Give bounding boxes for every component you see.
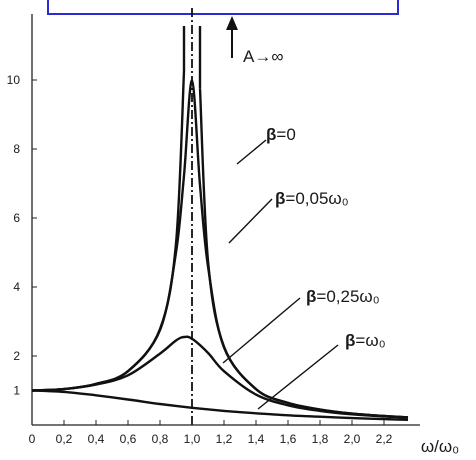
x-tick-label: 0 (29, 432, 36, 446)
curve-label-1: β=0,05ω₀ (275, 189, 349, 208)
curve-label-0: β=0 (266, 125, 296, 144)
y-tick-label: 1 (13, 384, 20, 398)
header-frame (47, 0, 399, 15)
label-leader-3 (257, 344, 339, 410)
tick-labels: 0 0,2 0,4 0,6 0,8 1,0 1,2 1,4 1,6 1,8 2,0 2,2 1 2 4 6 8 1… (7, 73, 460, 456)
x-tick-label: 1,0 (184, 432, 201, 446)
x-tick-label: 2,2 (376, 432, 393, 446)
arrow-label: A→∞ (243, 47, 283, 66)
y-tick-label: 8 (13, 142, 20, 156)
x-tick-label: 1,4 (248, 432, 265, 446)
x-tick-label: 0,4 (88, 432, 105, 446)
y-tick-label: 4 (13, 280, 20, 294)
x-tick-label: 1,8 (312, 432, 329, 446)
series-line-beta-0-left (31, 70, 186, 392)
x-tick-label: 0,2 (56, 432, 73, 446)
annotations: A→∞ β=0 β=0,05ω₀ β=0,25ω₀ β=ω₀ (222, 16, 386, 410)
label-leader-2 (222, 297, 301, 364)
x-tick-label: 1,2 (216, 432, 233, 446)
series-line-2 (31, 335, 409, 419)
y-tick-label: 6 (13, 211, 20, 225)
label-leader-1 (228, 198, 273, 244)
x-tick-label: 2,0 (344, 432, 361, 446)
arrow-head (226, 16, 238, 30)
y-tick-label: 2 (13, 349, 20, 363)
series-line-beta-0-right (198, 88, 409, 419)
axes (31, 8, 420, 426)
y-tick-label: 10 (7, 73, 21, 87)
curve-label-2: β=0,25ω₀ (306, 287, 380, 306)
curve-label-3: β=ω₀ (345, 331, 386, 350)
x-tick-label: 0,6 (120, 432, 137, 446)
label-leader-0 (236, 139, 267, 165)
x-axis-label: ω/ω₀ (421, 437, 459, 456)
curves (31, 26, 409, 421)
series-line-3 (31, 389, 409, 421)
x-tick-label: 0,8 (152, 432, 169, 446)
series-line-1 (31, 79, 409, 419)
x-tick-label: 1,6 (280, 432, 297, 446)
